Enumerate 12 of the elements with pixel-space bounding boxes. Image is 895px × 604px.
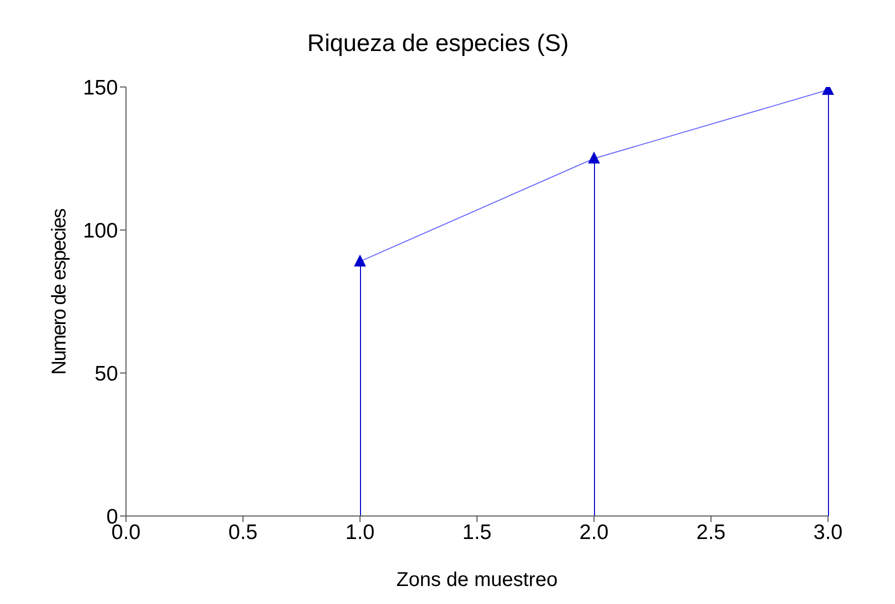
y-axis-title: Numero de especies xyxy=(48,209,72,375)
x-tick-label: 2.0 xyxy=(579,520,609,544)
chart-title: Riqueza de especies (S) xyxy=(306,30,570,58)
y-tick-label: 100 xyxy=(82,219,118,242)
y-tick-label: 50 xyxy=(94,362,118,386)
x-tick-label: 1.5 xyxy=(462,520,492,544)
x-tick-label: 0.5 xyxy=(228,520,258,544)
x-axis-title: Zons de muestreo xyxy=(396,569,558,591)
y-tick-label: 150 xyxy=(82,76,118,100)
x-tick-label: 1.0 xyxy=(345,520,375,544)
x-tick-label: 2.5 xyxy=(696,520,726,544)
x-tick-label: 3.0 xyxy=(813,520,843,544)
